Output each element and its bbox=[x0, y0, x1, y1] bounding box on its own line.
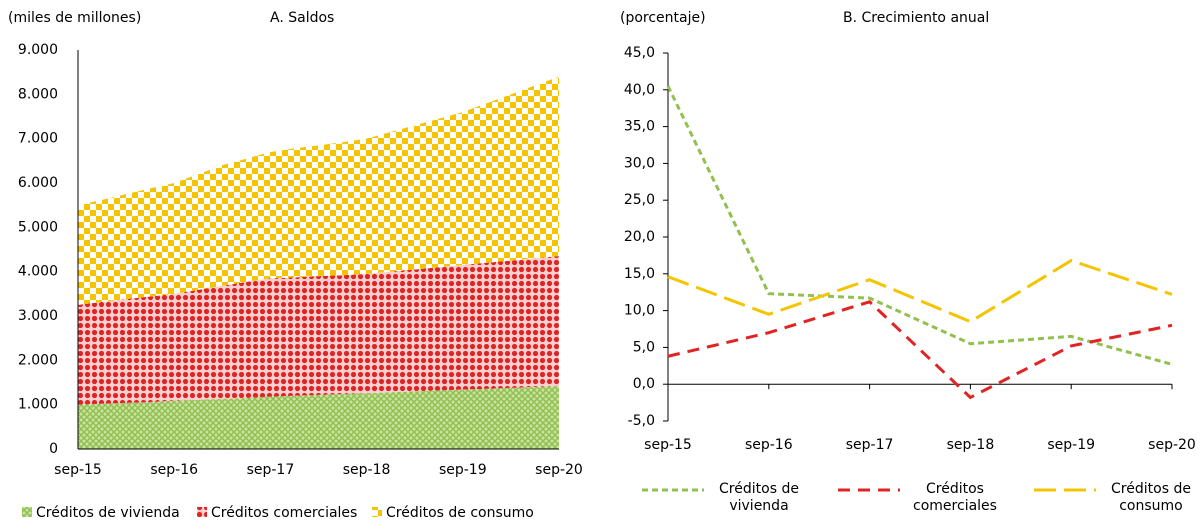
y-tick-label: 7.000 bbox=[18, 131, 58, 147]
x-tick-label: sep-17 bbox=[846, 437, 894, 453]
y-tick-label: 40,0 bbox=[624, 82, 655, 98]
legend-label: Créditos comerciales bbox=[913, 481, 997, 514]
legend-label: Créditos de vivienda bbox=[36, 505, 180, 520]
x-tick-label: sep-16 bbox=[745, 437, 793, 453]
line bbox=[667, 300, 1173, 400]
legend-swatch bbox=[197, 507, 207, 517]
chart-title: B. Crecimiento anual bbox=[843, 10, 989, 26]
y-tick-label: 15,0 bbox=[624, 266, 655, 282]
x-tick-label: sep-15 bbox=[644, 437, 692, 453]
chart-title: A. Saldos bbox=[270, 10, 334, 26]
y-tick-label: 0,0 bbox=[633, 376, 655, 392]
x-tick-label: sep-19 bbox=[439, 462, 487, 478]
legend-label: Créditos comerciales bbox=[211, 505, 357, 520]
y-tick-label: 20,0 bbox=[624, 229, 655, 245]
y-tick-label: -5,0 bbox=[628, 413, 655, 429]
legend-label: Créditos de consumo bbox=[386, 505, 534, 520]
y-tick-label: 35,0 bbox=[624, 119, 655, 135]
x-tick-label: sep-18 bbox=[343, 462, 391, 478]
area bbox=[78, 386, 559, 449]
y-tick-label: 45,0 bbox=[624, 45, 655, 61]
legend-swatch bbox=[372, 507, 382, 517]
x-tick-label: sep-20 bbox=[535, 462, 583, 478]
y-tick-label: 0 bbox=[49, 441, 58, 457]
area bbox=[78, 256, 559, 405]
line bbox=[667, 258, 1173, 324]
x-tick-label: sep-16 bbox=[150, 462, 198, 478]
y-tick-label: 3.000 bbox=[18, 308, 58, 324]
y-tick-label: 25,0 bbox=[624, 192, 655, 208]
y-tick-label: 2.000 bbox=[18, 352, 58, 368]
y-tick-label: 8.000 bbox=[18, 86, 58, 102]
x-tick-label: sep-15 bbox=[54, 462, 102, 478]
y-axis-label: (miles de millones) bbox=[8, 10, 141, 26]
x-tick-label: sep-19 bbox=[1047, 437, 1095, 453]
y-tick-label: 9.000 bbox=[18, 42, 58, 58]
x-tick-label: sep-20 bbox=[1148, 437, 1196, 453]
y-tick-label: 6.000 bbox=[18, 175, 58, 191]
legend-label: Créditos de consumo bbox=[1111, 481, 1191, 514]
y-axis-label: (porcentaje) bbox=[620, 10, 706, 26]
y-tick-label: 30,0 bbox=[624, 155, 655, 171]
area bbox=[78, 76, 559, 305]
legend-label: Créditos de vivienda bbox=[719, 481, 799, 514]
y-tick-label: 10,0 bbox=[624, 303, 655, 319]
y-tick-label: 4.000 bbox=[18, 264, 58, 280]
legend-swatch bbox=[22, 507, 32, 517]
y-tick-label: 5,0 bbox=[633, 339, 655, 355]
y-tick-label: 5.000 bbox=[18, 219, 58, 235]
y-tick-label: 1.000 bbox=[18, 397, 58, 413]
x-tick-label: sep-17 bbox=[247, 462, 295, 478]
x-tick-label: sep-18 bbox=[947, 437, 995, 453]
line bbox=[666, 85, 1173, 366]
